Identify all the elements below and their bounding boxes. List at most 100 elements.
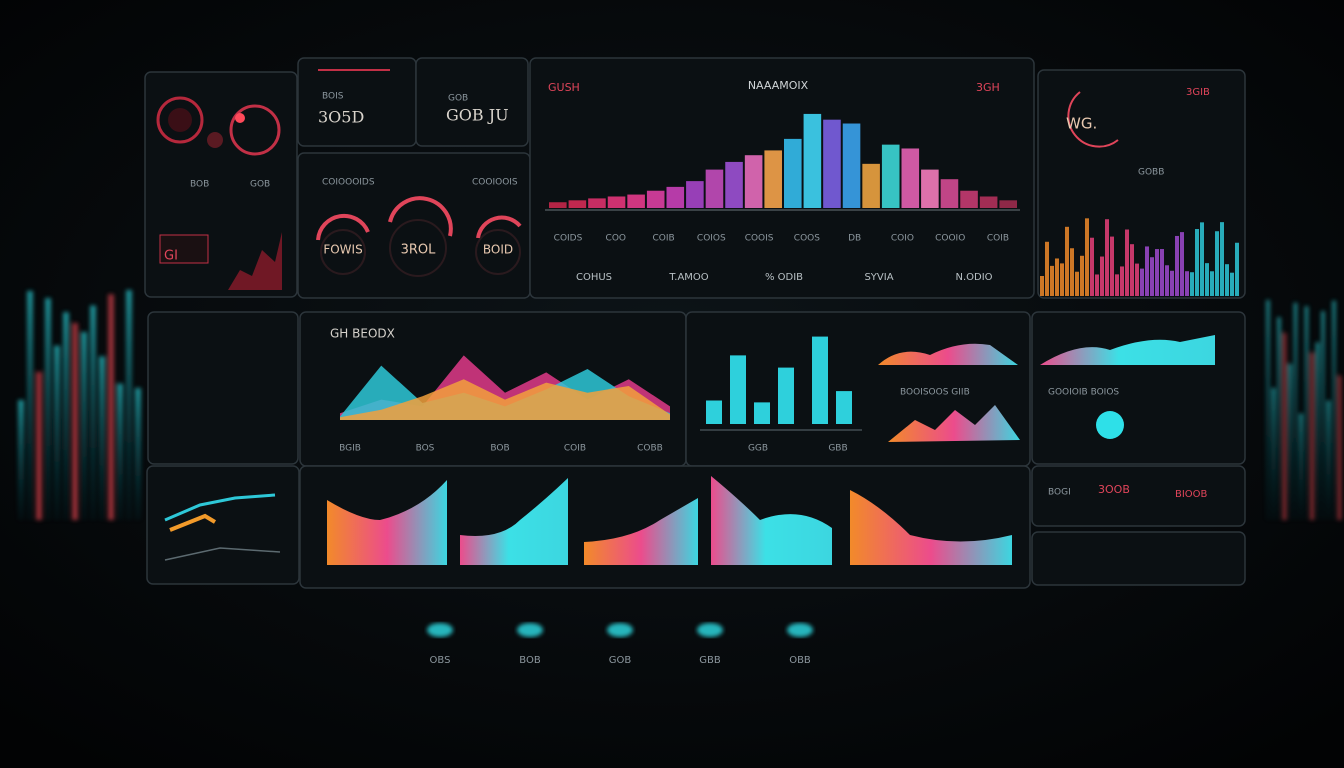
axis-label: COOIS	[745, 234, 774, 244]
spike	[1110, 236, 1114, 296]
spike	[1195, 229, 1199, 296]
glow-bar	[1288, 363, 1292, 520]
spike	[1160, 249, 1164, 296]
glow-bar	[1266, 300, 1270, 520]
axis-label: COIB	[652, 234, 674, 244]
spike	[1190, 272, 1194, 296]
metric: WG.	[1066, 115, 1097, 133]
side-glow	[18, 290, 1342, 520]
glow-bar	[36, 371, 42, 520]
spike	[1225, 264, 1229, 296]
footer-label: T.AMOO	[668, 272, 708, 283]
glow-bar	[18, 400, 24, 520]
summary-value: 3O5D	[318, 108, 364, 127]
bar	[842, 123, 861, 208]
mini-area	[228, 232, 282, 290]
glow-bar	[90, 305, 96, 520]
glow-bar	[54, 345, 60, 520]
row-label: BOGI	[1048, 488, 1071, 498]
x-label: BGIB	[339, 444, 361, 454]
bar	[784, 138, 802, 208]
caption: GOOIOIB BOIOS	[1048, 388, 1119, 398]
axis-label: COIB	[987, 234, 1009, 244]
spike	[1130, 244, 1134, 296]
glow-bar	[1277, 317, 1281, 520]
bar	[549, 202, 567, 208]
x-label: BOS	[416, 444, 435, 454]
trend	[164, 547, 281, 561]
bar	[627, 194, 645, 208]
spike	[1070, 248, 1074, 296]
bar	[686, 181, 704, 208]
area	[340, 379, 670, 420]
bar	[725, 161, 743, 208]
bar	[979, 196, 998, 208]
spike	[1220, 222, 1224, 296]
bar	[705, 169, 724, 208]
bar	[921, 169, 939, 208]
bar	[764, 150, 782, 208]
glow-bar	[99, 356, 105, 520]
spike	[1125, 229, 1129, 296]
icon-cluster	[156, 96, 281, 156]
spike	[1115, 274, 1119, 296]
dock-label: GOB	[609, 655, 632, 666]
glow-bar	[1271, 387, 1276, 520]
panel	[146, 465, 300, 585]
x-label: BOB	[490, 444, 509, 454]
panel	[297, 57, 417, 147]
axis-label: DB	[848, 234, 861, 244]
spike	[1040, 276, 1044, 296]
gauge-ring	[1067, 91, 1119, 148]
axis-label: COOIO	[935, 234, 965, 244]
dock: OBS BOB GOB GBB OBB	[427, 623, 813, 666]
spike	[1150, 257, 1154, 296]
summary-value: GOB JU	[446, 106, 509, 125]
bar	[812, 336, 828, 424]
chart-label: 3GH	[976, 81, 1000, 94]
footer-label: N.ODIO	[955, 272, 992, 283]
axis-label: COIOS	[697, 234, 726, 244]
axis-label: COIDS	[554, 234, 583, 244]
gauge-rings	[316, 196, 522, 277]
chart-title: NAAAMOIX	[748, 79, 809, 92]
x-label: GGB	[748, 444, 768, 454]
axis-label: COOS	[794, 234, 820, 244]
spike	[1140, 268, 1144, 296]
spike	[1075, 271, 1079, 296]
glow-bar	[1304, 306, 1309, 520]
spike	[1145, 246, 1149, 296]
glow-bar	[1321, 311, 1325, 520]
spike	[1170, 270, 1174, 296]
row-label: BIOOB	[1175, 489, 1208, 500]
dock-icon	[787, 623, 813, 637]
glow-bar	[1315, 342, 1320, 520]
bar	[999, 200, 1017, 208]
bar	[744, 155, 763, 208]
summary-label: BOIS	[322, 92, 344, 102]
panel-title: COIOOOIDS	[322, 178, 375, 188]
axis-label: COIO	[891, 234, 914, 244]
gauge-label: BOID	[483, 243, 513, 257]
bar	[836, 391, 852, 424]
indicator	[1096, 411, 1124, 439]
bar	[940, 179, 959, 208]
spike-chart	[1040, 218, 1239, 296]
glow-bar	[135, 388, 141, 520]
bar	[607, 196, 626, 208]
spike	[1105, 219, 1109, 296]
spike	[1155, 249, 1159, 296]
footer-label: SYVIA	[864, 272, 893, 283]
summary-label: GOB	[448, 94, 468, 104]
mini-area	[888, 405, 1020, 442]
glow-bar	[45, 298, 51, 520]
glow-bar	[1299, 413, 1303, 520]
label: BOB	[190, 180, 209, 190]
x-label: COIB	[564, 444, 586, 454]
spike	[1180, 232, 1184, 296]
dock-label: BOB	[519, 655, 541, 666]
spike	[1045, 241, 1049, 296]
dock-label: OBS	[430, 655, 451, 666]
glow-bar	[1332, 300, 1336, 520]
